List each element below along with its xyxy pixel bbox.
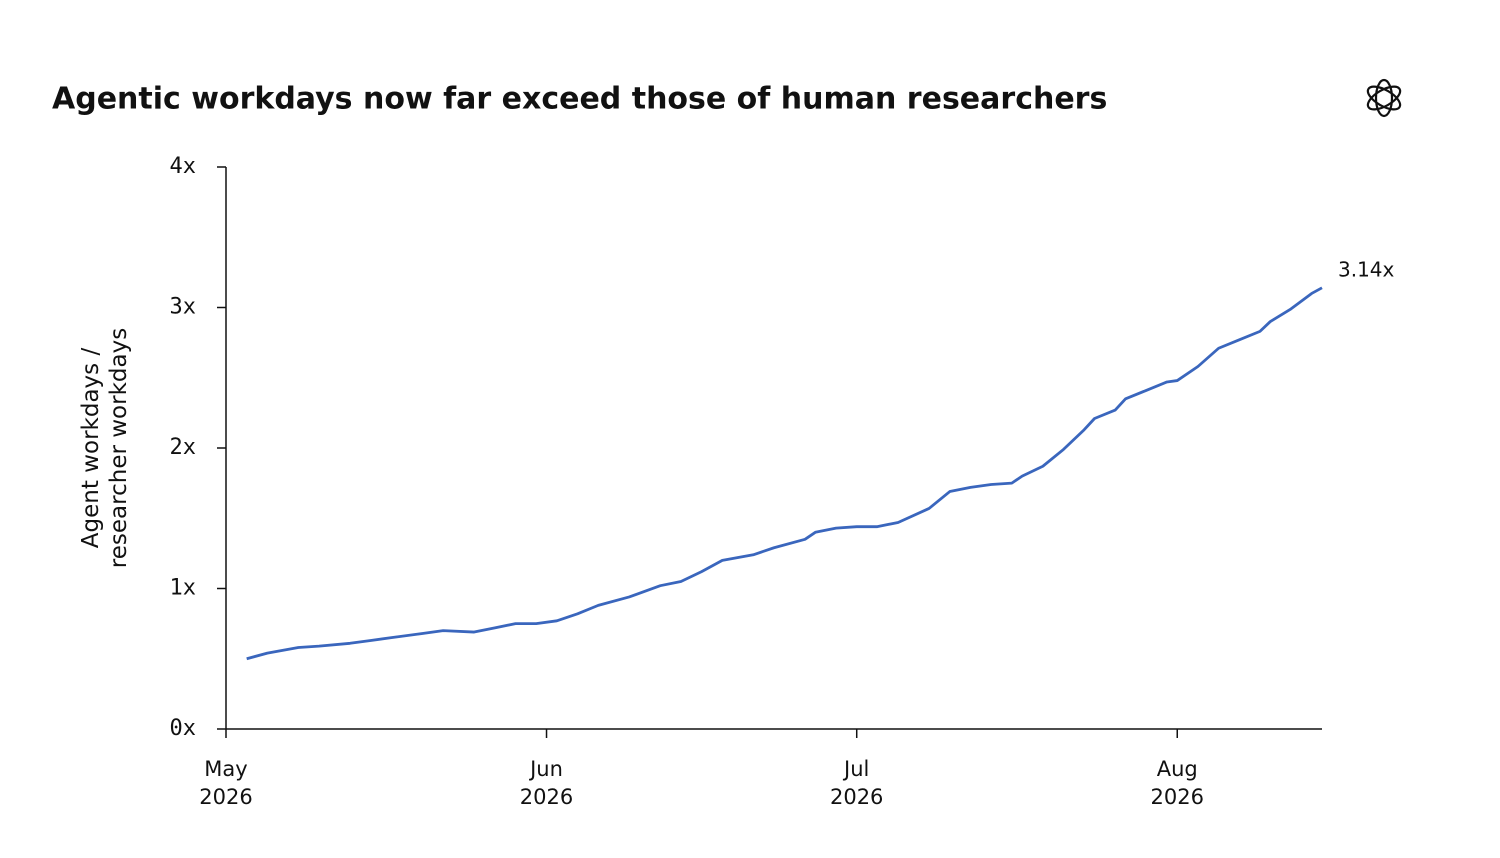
y-tick-label: 0x — [170, 716, 197, 741]
logo — [1366, 78, 1402, 118]
x-tick-label: Jul 2026 — [829, 757, 884, 809]
y-tick-label: 1x — [170, 576, 197, 601]
y-tick-label: 2x — [170, 435, 197, 460]
x-tick-label: May 2026 — [199, 757, 253, 809]
y-axis-label: Agent workdays / researcher workdays — [78, 327, 132, 569]
line — [246, 286, 1323, 661]
x-tick-label: Aug 2026 — [1150, 757, 1204, 809]
y-tick-label: 3x — [170, 295, 197, 320]
chart-title: Agentic workdays now far exceed those of… — [52, 82, 1107, 117]
y-tick-label: 4x — [170, 154, 197, 179]
value-label: 3.14x — [1338, 257, 1395, 281]
x-tick-label: Jun 2026 — [519, 757, 574, 809]
